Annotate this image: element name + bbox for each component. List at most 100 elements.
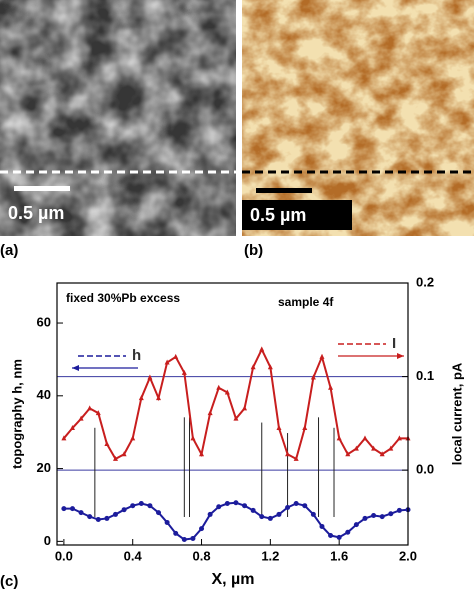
data-point	[293, 501, 299, 507]
data-point	[138, 395, 144, 401]
y2-axis-label: local current, pA	[449, 362, 464, 465]
data-point	[250, 507, 256, 513]
data-point	[293, 455, 299, 461]
data-point	[78, 415, 84, 421]
data-point	[113, 455, 118, 461]
y-axis-label: topography h, nm	[9, 359, 24, 469]
data-point	[181, 537, 187, 543]
data-point	[87, 405, 93, 411]
data-point	[156, 510, 162, 516]
annotation: sample 4f	[278, 295, 334, 309]
data-point	[104, 515, 110, 521]
y2-tick-label: 0.1	[416, 368, 434, 383]
data-point	[388, 511, 394, 517]
x-tick-label: 0.0	[55, 548, 73, 563]
y2-tick-label: 0.2	[416, 274, 434, 289]
legend-label: I	[392, 335, 396, 352]
plot-frame	[56, 282, 409, 546]
data-point	[302, 503, 308, 509]
data-point	[379, 451, 385, 457]
data-point	[285, 505, 291, 511]
legend-arrowhead	[72, 365, 79, 371]
y-tick-label: 0	[44, 533, 51, 548]
data-point	[199, 451, 205, 457]
x-tick-label: 0.8	[192, 548, 210, 563]
data-point	[276, 511, 282, 517]
data-point	[310, 374, 316, 380]
data-point	[104, 440, 110, 446]
data-point	[156, 395, 162, 401]
data-point	[328, 533, 334, 539]
data-point	[216, 384, 222, 390]
panel-label: (a)	[0, 242, 18, 259]
data-point	[276, 425, 282, 431]
y2-tick-label: 0.0	[416, 462, 434, 477]
data-point	[259, 514, 265, 520]
afm-texture-b	[242, 0, 474, 236]
scale-bar	[14, 186, 70, 191]
x-tick-label: 1.6	[330, 548, 348, 563]
data-point	[173, 353, 179, 359]
data-point	[224, 501, 230, 507]
legend-arrowhead	[397, 353, 404, 359]
x-axis-label: X, µm	[211, 571, 254, 588]
data-point	[130, 435, 136, 441]
data-point	[233, 415, 239, 421]
data-point	[250, 364, 256, 370]
data-point	[353, 522, 359, 528]
scale-bar	[256, 188, 312, 193]
panel-label: (c)	[0, 573, 18, 590]
data-point	[190, 435, 196, 441]
panel-label: (b)	[244, 242, 263, 259]
afm-texture-a	[0, 0, 236, 236]
data-point	[345, 451, 351, 457]
data-point	[310, 511, 316, 517]
data-point	[87, 514, 93, 520]
data-point	[121, 507, 127, 513]
data-point	[319, 523, 325, 529]
x-tick-label: 2.0	[399, 548, 417, 563]
data-point	[336, 435, 342, 441]
data-point	[396, 507, 402, 513]
data-point	[190, 535, 196, 541]
data-point	[259, 346, 265, 352]
data-point	[216, 504, 222, 510]
data-point	[61, 435, 67, 441]
scale-label: 0.5 µm	[250, 205, 306, 225]
data-point	[267, 364, 273, 370]
data-point	[113, 511, 118, 517]
series-line	[63, 501, 409, 541]
y-tick-label: 40	[37, 387, 51, 402]
data-point	[121, 451, 127, 457]
x-tick-label: 1.2	[261, 548, 279, 563]
data-point	[319, 353, 325, 359]
data-point	[224, 389, 230, 395]
data-point	[336, 534, 342, 540]
data-point	[61, 506, 67, 512]
y-tick-label: 20	[37, 460, 51, 475]
data-point	[371, 445, 377, 451]
data-point	[164, 519, 170, 525]
data-point	[130, 503, 136, 509]
data-point	[164, 359, 170, 365]
data-point	[78, 510, 84, 516]
annotation: fixed 30%Pb excess	[66, 291, 180, 305]
data-point	[302, 425, 308, 431]
data-point	[147, 374, 153, 380]
data-point	[199, 526, 205, 532]
series-line	[63, 347, 408, 461]
scale-box	[242, 200, 352, 230]
data-point	[173, 530, 179, 536]
data-point	[69, 506, 75, 512]
data-point	[285, 451, 291, 457]
data-point	[267, 515, 273, 521]
data-point	[379, 514, 385, 520]
data-point	[345, 529, 351, 535]
data-point	[371, 513, 377, 519]
data-point	[362, 515, 368, 521]
data-point	[207, 511, 213, 517]
x-tick-label: 0.4	[124, 548, 143, 563]
data-point	[147, 503, 153, 509]
